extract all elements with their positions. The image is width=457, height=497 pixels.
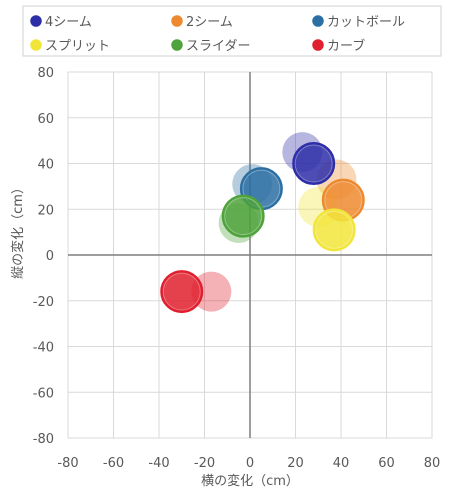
legend-marker [312, 39, 324, 51]
bubble-highlight [294, 144, 333, 183]
legend-marker [312, 15, 324, 27]
x-tick-label: 80 [424, 456, 441, 471]
bubble-highlight [315, 210, 354, 249]
x-tick-label: 20 [287, 456, 304, 471]
y-tick-labels: -80 -60 -40 -20 0 20 40 60 80 [33, 66, 54, 447]
y-tick-label: 0 [46, 249, 54, 264]
x-tick-label: 60 [378, 456, 395, 471]
bubbles [160, 132, 365, 314]
plot-area [67, 71, 433, 439]
x-tick-label: -40 [148, 456, 169, 471]
legend-label: カーブ [327, 38, 365, 54]
y-tick-label: 60 [37, 112, 54, 127]
bubble-faded [191, 271, 232, 312]
x-tick-label: 0 [246, 456, 254, 471]
legend-label: 2シーム [186, 15, 233, 30]
legend-label: 4シーム [45, 15, 92, 30]
x-axis-title: 横の変化（cm） [201, 473, 299, 489]
y-tick-label: 20 [37, 203, 54, 218]
y-tick-label: -20 [33, 295, 54, 310]
x-tick-label: -80 [57, 456, 78, 471]
bubble-highlight [162, 272, 201, 311]
legend-label: スライダー [186, 39, 250, 54]
legend-box [22, 5, 442, 57]
bubble [292, 142, 336, 185]
x-tick-label: -60 [103, 456, 124, 471]
legend-label: スプリット [45, 39, 110, 54]
x-tick-label: -20 [194, 456, 215, 471]
x-tick-labels: -80 -60 -40 -20 0 20 40 60 80 [57, 456, 440, 471]
y-tick-label: -80 [33, 432, 54, 447]
y-tick-label: 80 [37, 66, 54, 81]
y-tick-label: -60 [33, 386, 54, 401]
bubble [221, 194, 265, 238]
y-axis-title: 縦の変化（cm） [10, 181, 26, 279]
legend-marker [171, 15, 183, 27]
legend-marker [30, 15, 42, 27]
bubble [160, 270, 204, 314]
y-tick-label: -40 [33, 341, 54, 356]
legend-label: カットボール [327, 15, 405, 30]
bubble [312, 208, 356, 252]
bubble-highlight [224, 197, 263, 236]
legend-marker [30, 39, 42, 51]
x-tick-label: 40 [333, 456, 350, 471]
y-tick-label: 40 [37, 158, 54, 173]
zero-axes [68, 72, 432, 438]
legend-marker [171, 39, 183, 51]
